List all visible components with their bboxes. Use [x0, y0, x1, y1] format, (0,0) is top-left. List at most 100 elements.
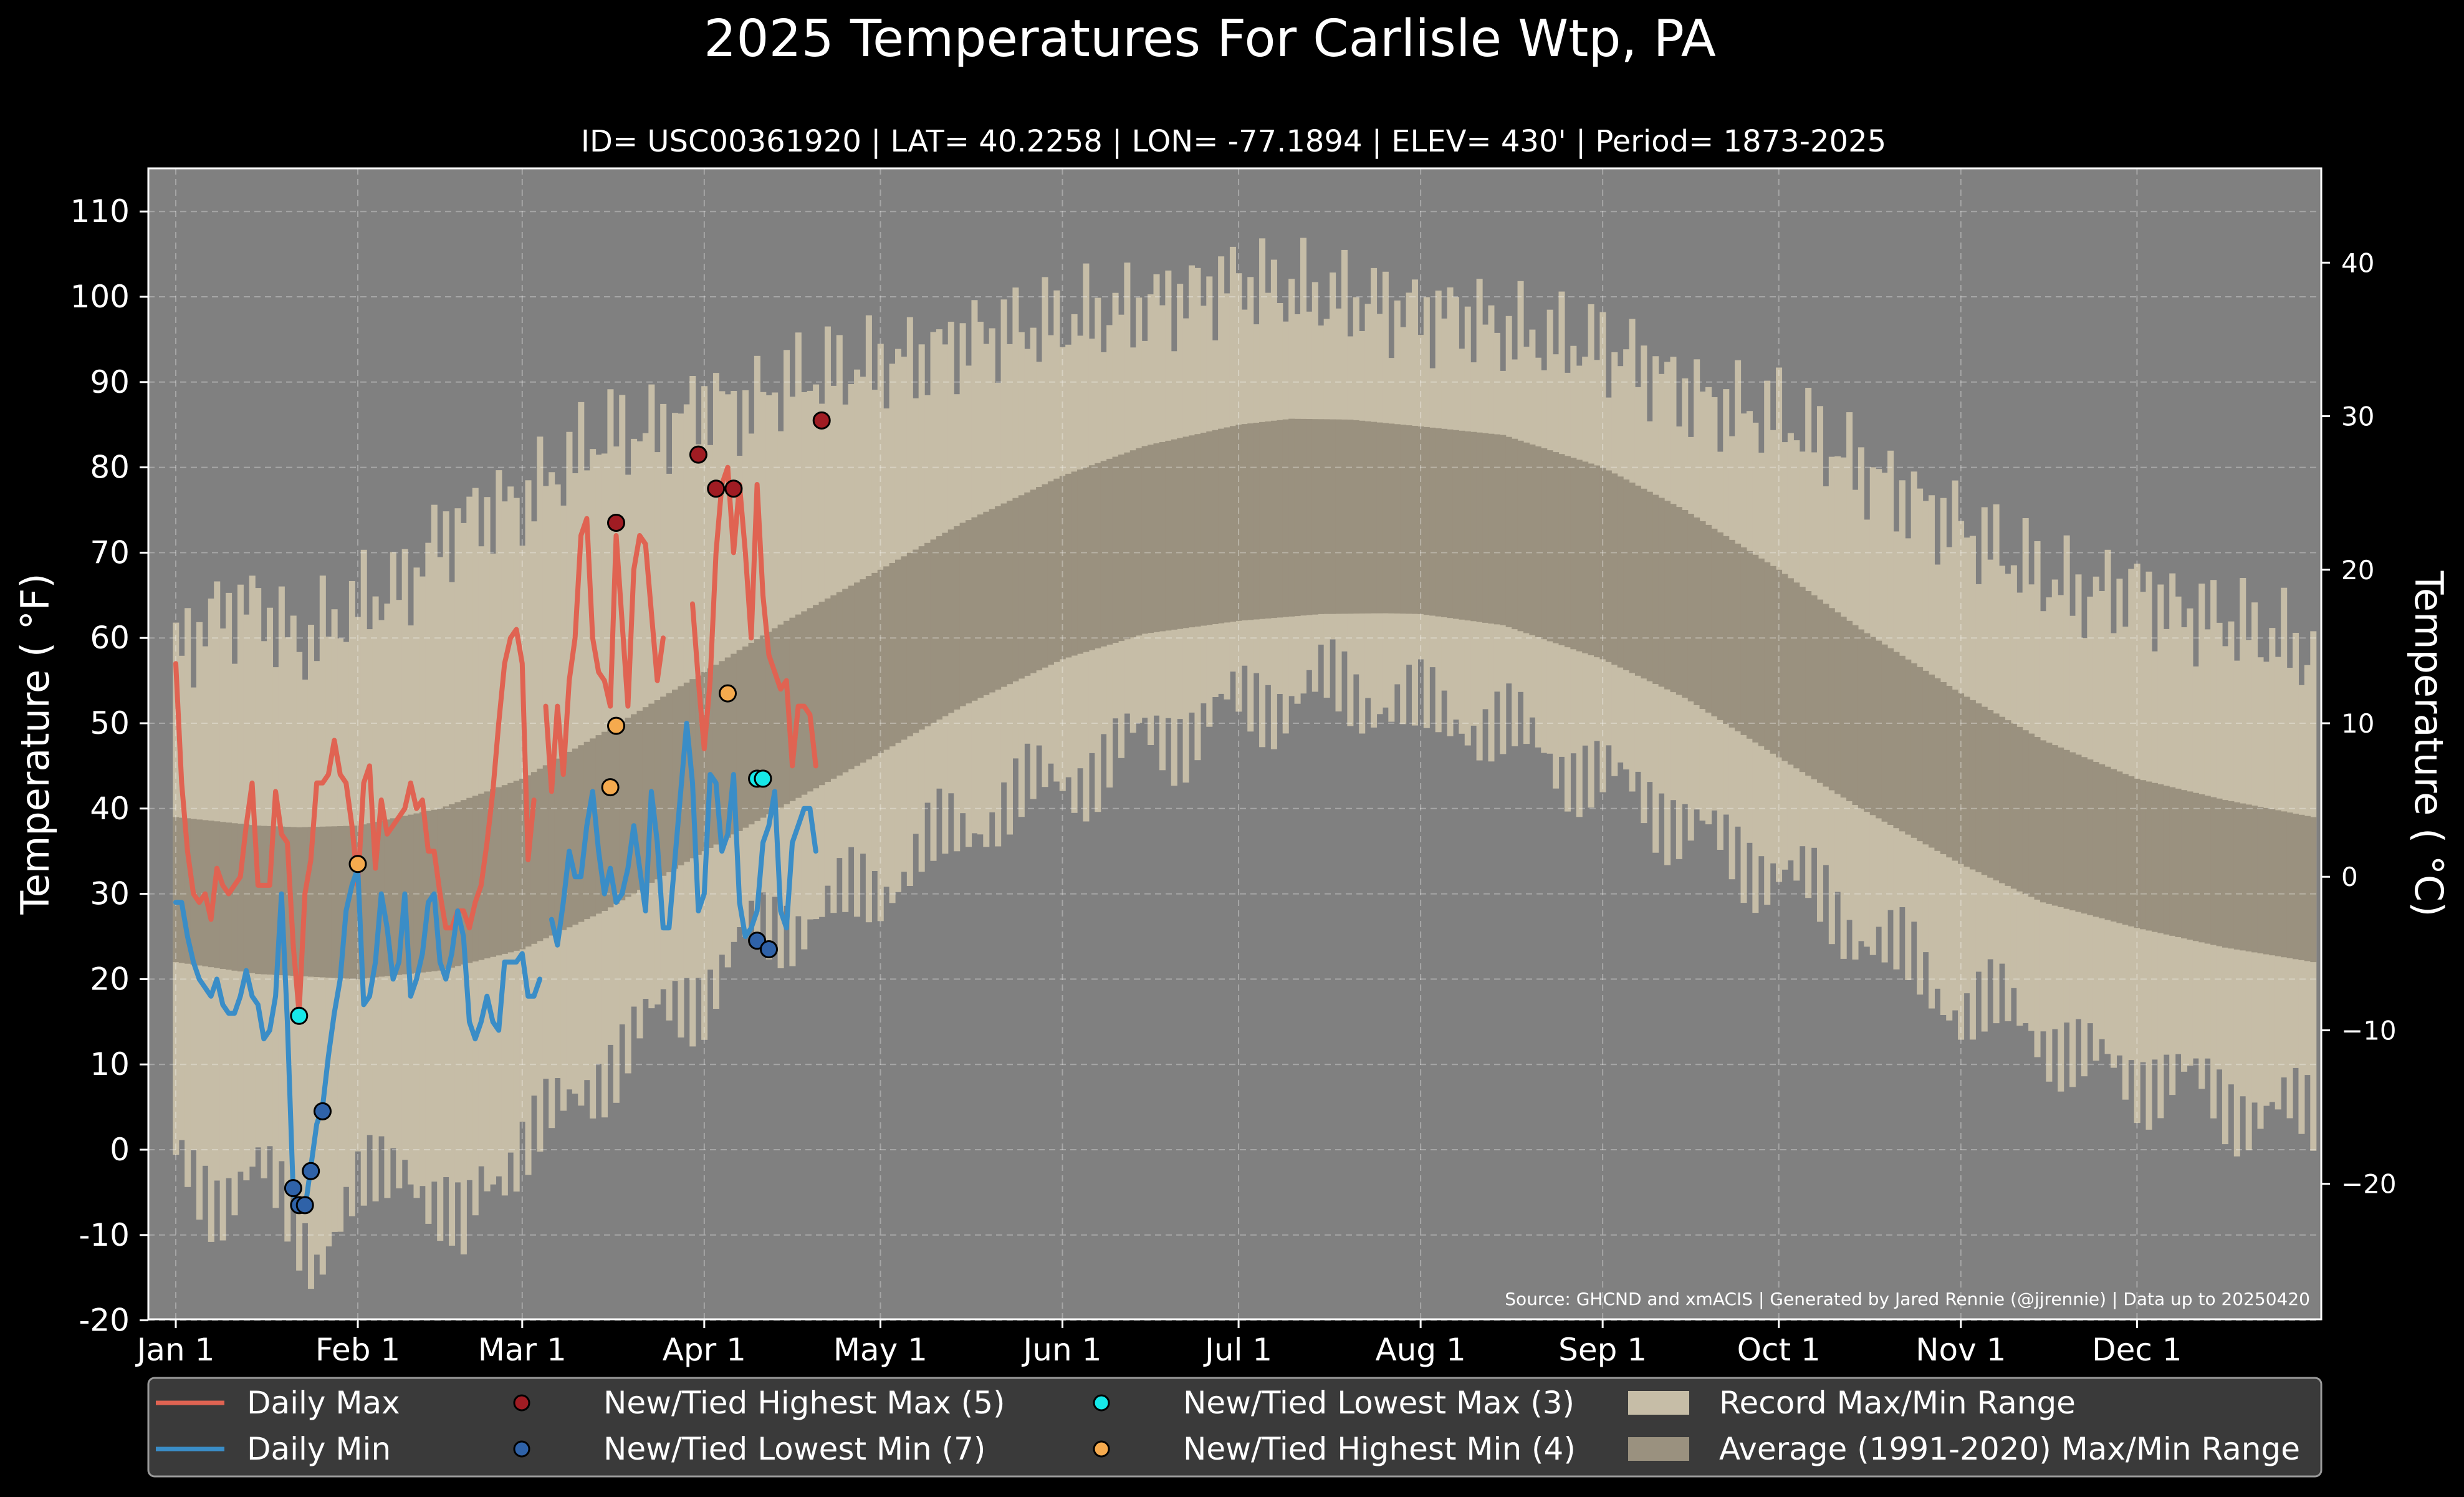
- average-range-bar: [1717, 532, 1723, 720]
- average-range-bar: [1816, 599, 1823, 783]
- average-range-bar: [367, 823, 373, 978]
- average-range-bar: [1675, 507, 1682, 695]
- average-range-bar: [390, 818, 396, 976]
- average-range-bar: [1682, 510, 1689, 698]
- legend-marker-swatch: [1093, 1394, 1110, 1412]
- average-range-bar: [947, 529, 954, 713]
- average-range-bar: [542, 765, 549, 938]
- legend-marker-swatch: [1093, 1440, 1110, 1458]
- average-range-bar: [1341, 419, 1348, 614]
- x-tick-label: Jan 1: [135, 1332, 215, 1368]
- legend: Daily Max Daily Min New/Tied Highest Max (…: [147, 1377, 2323, 1478]
- average-range-bar: [2269, 809, 2276, 956]
- average-range-bar: [742, 646, 749, 828]
- average-range-bar: [801, 611, 808, 795]
- average-range-bar: [1189, 435, 1196, 628]
- legend-box: [147, 1377, 2323, 1478]
- average-range-bar: [807, 608, 813, 792]
- average-range-bar: [672, 690, 679, 869]
- record-range-bar: [619, 395, 626, 1024]
- average-range-bar: [208, 821, 214, 968]
- average-range-bar: [2092, 762, 2099, 917]
- average-range-bar: [2298, 814, 2305, 960]
- average-range-bar: [1059, 476, 1066, 660]
- y-axis-right: −20 −10 0 10 20 30 40: [2321, 248, 2397, 1200]
- average-range-bar: [396, 817, 403, 975]
- average-range-bar: [2034, 737, 2041, 900]
- average-range-bar: [1136, 448, 1143, 636]
- average-range-bar: [2151, 782, 2158, 932]
- record-range-bar: [607, 389, 614, 1045]
- average-range-bar: [936, 536, 942, 720]
- average-range-bar: [307, 827, 314, 977]
- average-range-bar: [901, 556, 908, 740]
- average-range-bar: [2116, 771, 2123, 923]
- average-range-bar: [2210, 797, 2217, 945]
- average-range-bar: [460, 800, 467, 965]
- average-range-bar: [284, 827, 291, 976]
- average-range-bar: [425, 811, 432, 972]
- average-range-bar: [983, 511, 990, 695]
- average-range-bar: [1406, 425, 1412, 614]
- average-range-bar: [754, 639, 760, 821]
- average-range-bar: [2075, 754, 2082, 912]
- average-range-bar: [1400, 425, 1407, 614]
- average-range-bar: [2228, 801, 2235, 949]
- average-range-bar: [1987, 710, 1994, 878]
- average-range-bar: [214, 821, 221, 968]
- average-range-bar: [1858, 629, 1864, 809]
- average-range-bar: [578, 745, 585, 922]
- average-range-bar: [1535, 446, 1541, 637]
- average-range-bar: [1611, 473, 1618, 665]
- average-range-bar: [2081, 757, 2088, 914]
- average-range-bar: [472, 796, 479, 962]
- gridlines: [148, 168, 2321, 1321]
- new-high-min-marker: [348, 855, 367, 874]
- average-range-bar: [1083, 467, 1090, 652]
- average-range-bar: [2145, 781, 2152, 931]
- average-range-bar: [2122, 774, 2129, 925]
- average-range-bar: [1182, 436, 1189, 628]
- new-high-min-marker: [601, 778, 620, 797]
- average-range-bar: [1218, 428, 1225, 623]
- average-range-bar: [1018, 495, 1025, 679]
- average-range-bar: [2069, 752, 2076, 911]
- average-range-bar: [566, 751, 573, 928]
- average-range-bar: [1247, 423, 1254, 620]
- average-range-bar: [883, 566, 890, 750]
- average-range-bar: [1864, 633, 1871, 812]
- average-range-bar: [695, 675, 702, 855]
- average-range-bar: [1828, 608, 1835, 791]
- average-range-bar: [1253, 423, 1260, 620]
- average-range-bar: [1106, 458, 1113, 645]
- y-right-tick-label: 20: [2341, 555, 2374, 585]
- x-tick-label: Dec 1: [2092, 1332, 2182, 1368]
- average-range-bar: [1071, 471, 1078, 656]
- average-range-bar: [1881, 644, 1888, 822]
- average-range-bar: [572, 748, 578, 925]
- average-range-bar: [1576, 460, 1583, 652]
- average-range-bar: [1353, 420, 1359, 614]
- average-range-bar: [871, 572, 878, 756]
- new-high-max-marker: [689, 445, 707, 464]
- average-range-bar: [314, 827, 320, 977]
- new-low-min-marker: [302, 1162, 320, 1180]
- average-range-bar: [1934, 678, 1941, 851]
- new-high-max-marker: [707, 479, 726, 498]
- average-range-bar: [1594, 465, 1601, 658]
- average-range-bar: [1588, 463, 1594, 655]
- average-range-bar: [419, 812, 426, 973]
- y-tick-label: 100: [70, 279, 130, 315]
- average-range-bar: [2181, 790, 2188, 939]
- average-range-bar: [2175, 788, 2182, 937]
- average-range-bar: [2058, 747, 2064, 907]
- average-range-bar: [1464, 431, 1471, 621]
- average-range-bar: [1259, 421, 1266, 619]
- average-range-bar: [818, 602, 825, 786]
- average-range-bar: [1512, 438, 1518, 630]
- average-range-bar: [2022, 730, 2029, 895]
- average-range-bar: [443, 806, 449, 970]
- average-range-bar: [1000, 503, 1007, 687]
- average-range-bar: [1241, 424, 1248, 620]
- y-tick-label: 20: [90, 961, 130, 997]
